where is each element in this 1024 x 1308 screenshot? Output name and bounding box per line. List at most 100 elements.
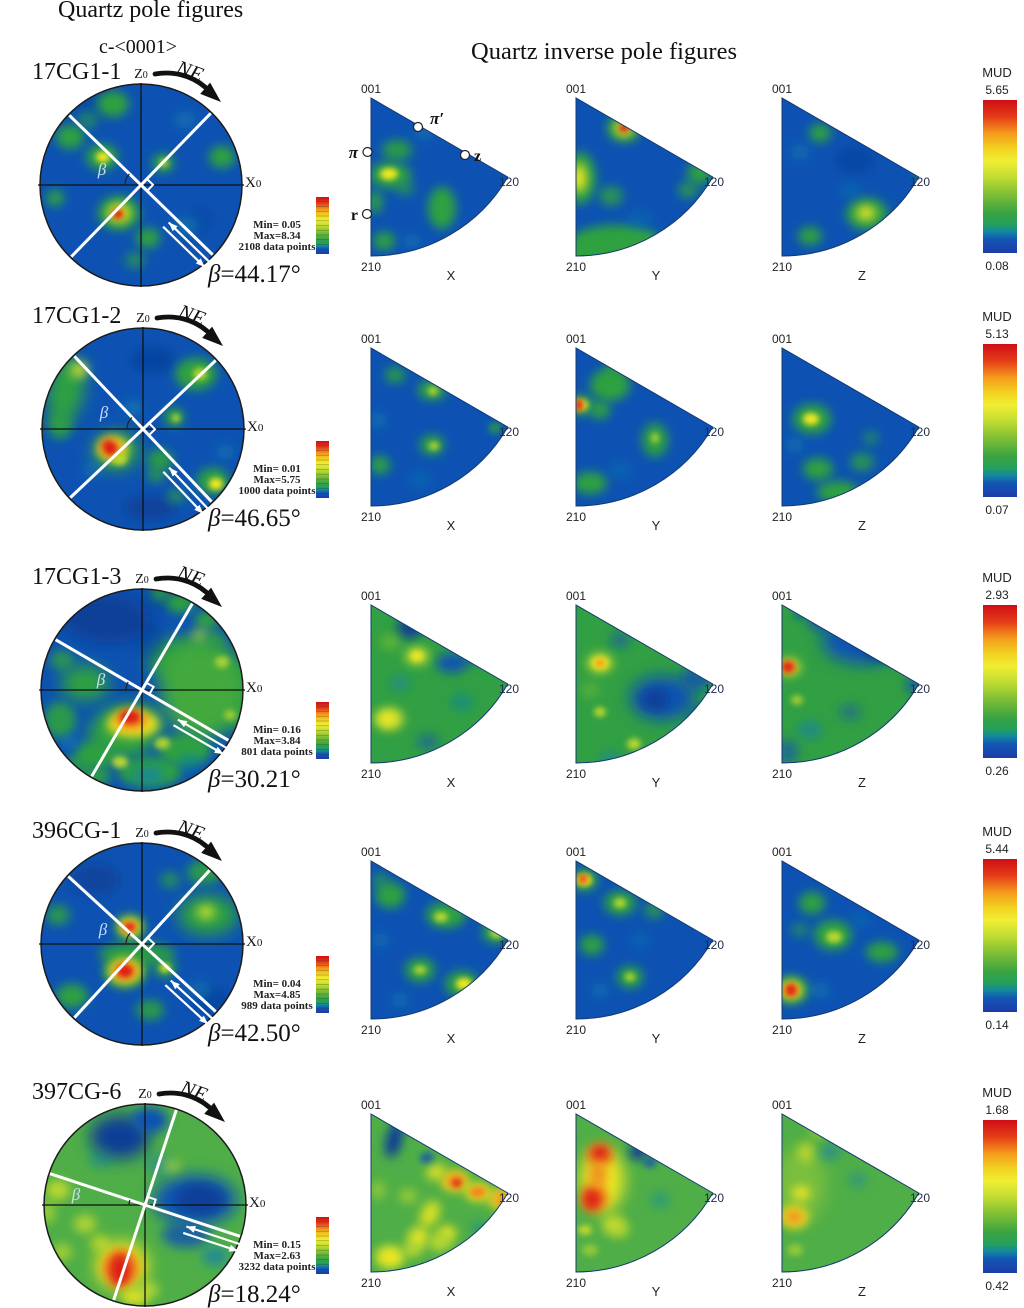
svg-text:z: z bbox=[474, 148, 481, 165]
svg-text:5.65: 5.65 bbox=[985, 83, 1009, 97]
svg-text:0.42: 0.42 bbox=[985, 1279, 1009, 1293]
svg-text:001: 001 bbox=[361, 82, 381, 96]
svg-text:0.26: 0.26 bbox=[985, 764, 1009, 778]
svg-text:001: 001 bbox=[772, 82, 792, 96]
svg-text:X0: X0 bbox=[249, 1195, 266, 1211]
svg-text:π: π bbox=[349, 143, 359, 162]
svg-text:0.07: 0.07 bbox=[985, 503, 1009, 517]
svg-text:120: 120 bbox=[499, 938, 519, 952]
svg-text:Min= 0.04: Min= 0.04 bbox=[253, 978, 301, 990]
svg-text:Quartz inverse pole figures: Quartz inverse pole figures bbox=[471, 38, 737, 65]
svg-text:210: 210 bbox=[566, 767, 586, 781]
svg-text:2.93: 2.93 bbox=[985, 588, 1009, 602]
svg-text:Max=8.34: Max=8.34 bbox=[254, 230, 301, 242]
svg-text:396CG-1: 396CG-1 bbox=[32, 818, 121, 844]
svg-text:0.14: 0.14 bbox=[985, 1018, 1009, 1032]
svg-text:120: 120 bbox=[704, 1191, 724, 1205]
svg-text:120: 120 bbox=[704, 682, 724, 696]
svg-text:Y: Y bbox=[652, 268, 661, 283]
svg-text:801 data points: 801 data points bbox=[241, 746, 313, 758]
svg-text:Z0: Z0 bbox=[135, 572, 149, 587]
svg-text:X0: X0 bbox=[245, 175, 262, 191]
svg-text:π′: π′ bbox=[430, 109, 444, 128]
svg-text:210: 210 bbox=[566, 260, 586, 274]
svg-text:397CG-6: 397CG-6 bbox=[32, 1079, 121, 1105]
svg-text:β=30.21°: β=30.21° bbox=[207, 766, 301, 793]
svg-text:120: 120 bbox=[704, 938, 724, 952]
svg-text:Z0: Z0 bbox=[136, 311, 150, 326]
svg-text:120: 120 bbox=[704, 175, 724, 189]
svg-text:0.08: 0.08 bbox=[985, 259, 1009, 273]
svg-text:Max=2.63: Max=2.63 bbox=[254, 1250, 301, 1262]
svg-text:001: 001 bbox=[566, 82, 586, 96]
svg-text:β: β bbox=[99, 403, 109, 422]
svg-text:X: X bbox=[447, 1031, 456, 1046]
svg-text:001: 001 bbox=[361, 845, 381, 859]
svg-text:120: 120 bbox=[499, 175, 519, 189]
svg-text:001: 001 bbox=[566, 589, 586, 603]
svg-text:Y: Y bbox=[652, 775, 661, 790]
svg-text:Max=5.75: Max=5.75 bbox=[254, 474, 301, 486]
svg-text:210: 210 bbox=[772, 1276, 792, 1290]
svg-text:120: 120 bbox=[704, 425, 724, 439]
svg-text:120: 120 bbox=[910, 175, 930, 189]
svg-text:001: 001 bbox=[566, 1098, 586, 1112]
svg-text:001: 001 bbox=[772, 589, 792, 603]
svg-text:5.13: 5.13 bbox=[985, 327, 1009, 341]
svg-text:120: 120 bbox=[499, 425, 519, 439]
svg-text:MUD: MUD bbox=[982, 1085, 1012, 1100]
svg-text:β: β bbox=[98, 920, 108, 939]
svg-text:β=18.24°: β=18.24° bbox=[207, 1281, 301, 1308]
svg-text:120: 120 bbox=[499, 1191, 519, 1205]
svg-text:c-<0001>: c-<0001> bbox=[99, 36, 177, 58]
svg-text:r: r bbox=[351, 207, 358, 224]
svg-text:210: 210 bbox=[772, 767, 792, 781]
svg-text:Max=3.84: Max=3.84 bbox=[254, 735, 301, 747]
svg-text:β=42.50°: β=42.50° bbox=[207, 1020, 301, 1047]
svg-text:17CG1-1: 17CG1-1 bbox=[32, 59, 121, 85]
svg-text:001: 001 bbox=[361, 1098, 381, 1112]
svg-text:001: 001 bbox=[361, 589, 381, 603]
svg-text:X: X bbox=[447, 268, 456, 283]
svg-text:X0: X0 bbox=[247, 419, 264, 435]
svg-text:β: β bbox=[97, 160, 107, 179]
svg-text:MUD: MUD bbox=[982, 570, 1012, 585]
svg-text:210: 210 bbox=[361, 1276, 381, 1290]
svg-text:MUD: MUD bbox=[982, 824, 1012, 839]
svg-text:β=44.17°: β=44.17° bbox=[207, 261, 301, 288]
svg-text:Y: Y bbox=[652, 1284, 661, 1299]
svg-text:120: 120 bbox=[910, 1191, 930, 1205]
svg-text:Z: Z bbox=[858, 268, 866, 283]
svg-text:Z0: Z0 bbox=[135, 826, 149, 841]
svg-text:X0: X0 bbox=[246, 680, 263, 696]
svg-text:210: 210 bbox=[566, 510, 586, 524]
svg-text:5.44: 5.44 bbox=[985, 842, 1009, 856]
svg-text:17CG1-3: 17CG1-3 bbox=[32, 564, 121, 590]
svg-text:210: 210 bbox=[772, 510, 792, 524]
svg-text:Z: Z bbox=[858, 775, 866, 790]
svg-text:Z: Z bbox=[858, 1284, 866, 1299]
svg-text:001: 001 bbox=[772, 332, 792, 346]
svg-text:001: 001 bbox=[566, 845, 586, 859]
svg-text:001: 001 bbox=[361, 332, 381, 346]
svg-text:Max=4.85: Max=4.85 bbox=[254, 989, 301, 1001]
svg-text:001: 001 bbox=[772, 845, 792, 859]
svg-text:210: 210 bbox=[566, 1023, 586, 1037]
svg-text:X0: X0 bbox=[246, 934, 263, 950]
svg-text:989 data points: 989 data points bbox=[241, 1000, 313, 1012]
svg-text:210: 210 bbox=[772, 1023, 792, 1037]
svg-text:120: 120 bbox=[499, 682, 519, 696]
svg-text:1.68: 1.68 bbox=[985, 1103, 1009, 1117]
svg-text:3232 data points: 3232 data points bbox=[238, 1261, 316, 1273]
svg-text:210: 210 bbox=[361, 1023, 381, 1037]
svg-text:Z: Z bbox=[858, 518, 866, 533]
svg-text:X: X bbox=[447, 518, 456, 533]
svg-text:1000 data points: 1000 data points bbox=[238, 485, 316, 497]
svg-text:β: β bbox=[96, 670, 106, 689]
svg-text:MUD: MUD bbox=[982, 309, 1012, 324]
svg-text:210: 210 bbox=[361, 510, 381, 524]
svg-text:β: β bbox=[71, 1185, 81, 1204]
svg-text:MUD: MUD bbox=[982, 65, 1012, 80]
svg-text:Quartz pole figures: Quartz pole figures bbox=[58, 0, 243, 23]
svg-text:Min= 0.15: Min= 0.15 bbox=[253, 1239, 301, 1251]
